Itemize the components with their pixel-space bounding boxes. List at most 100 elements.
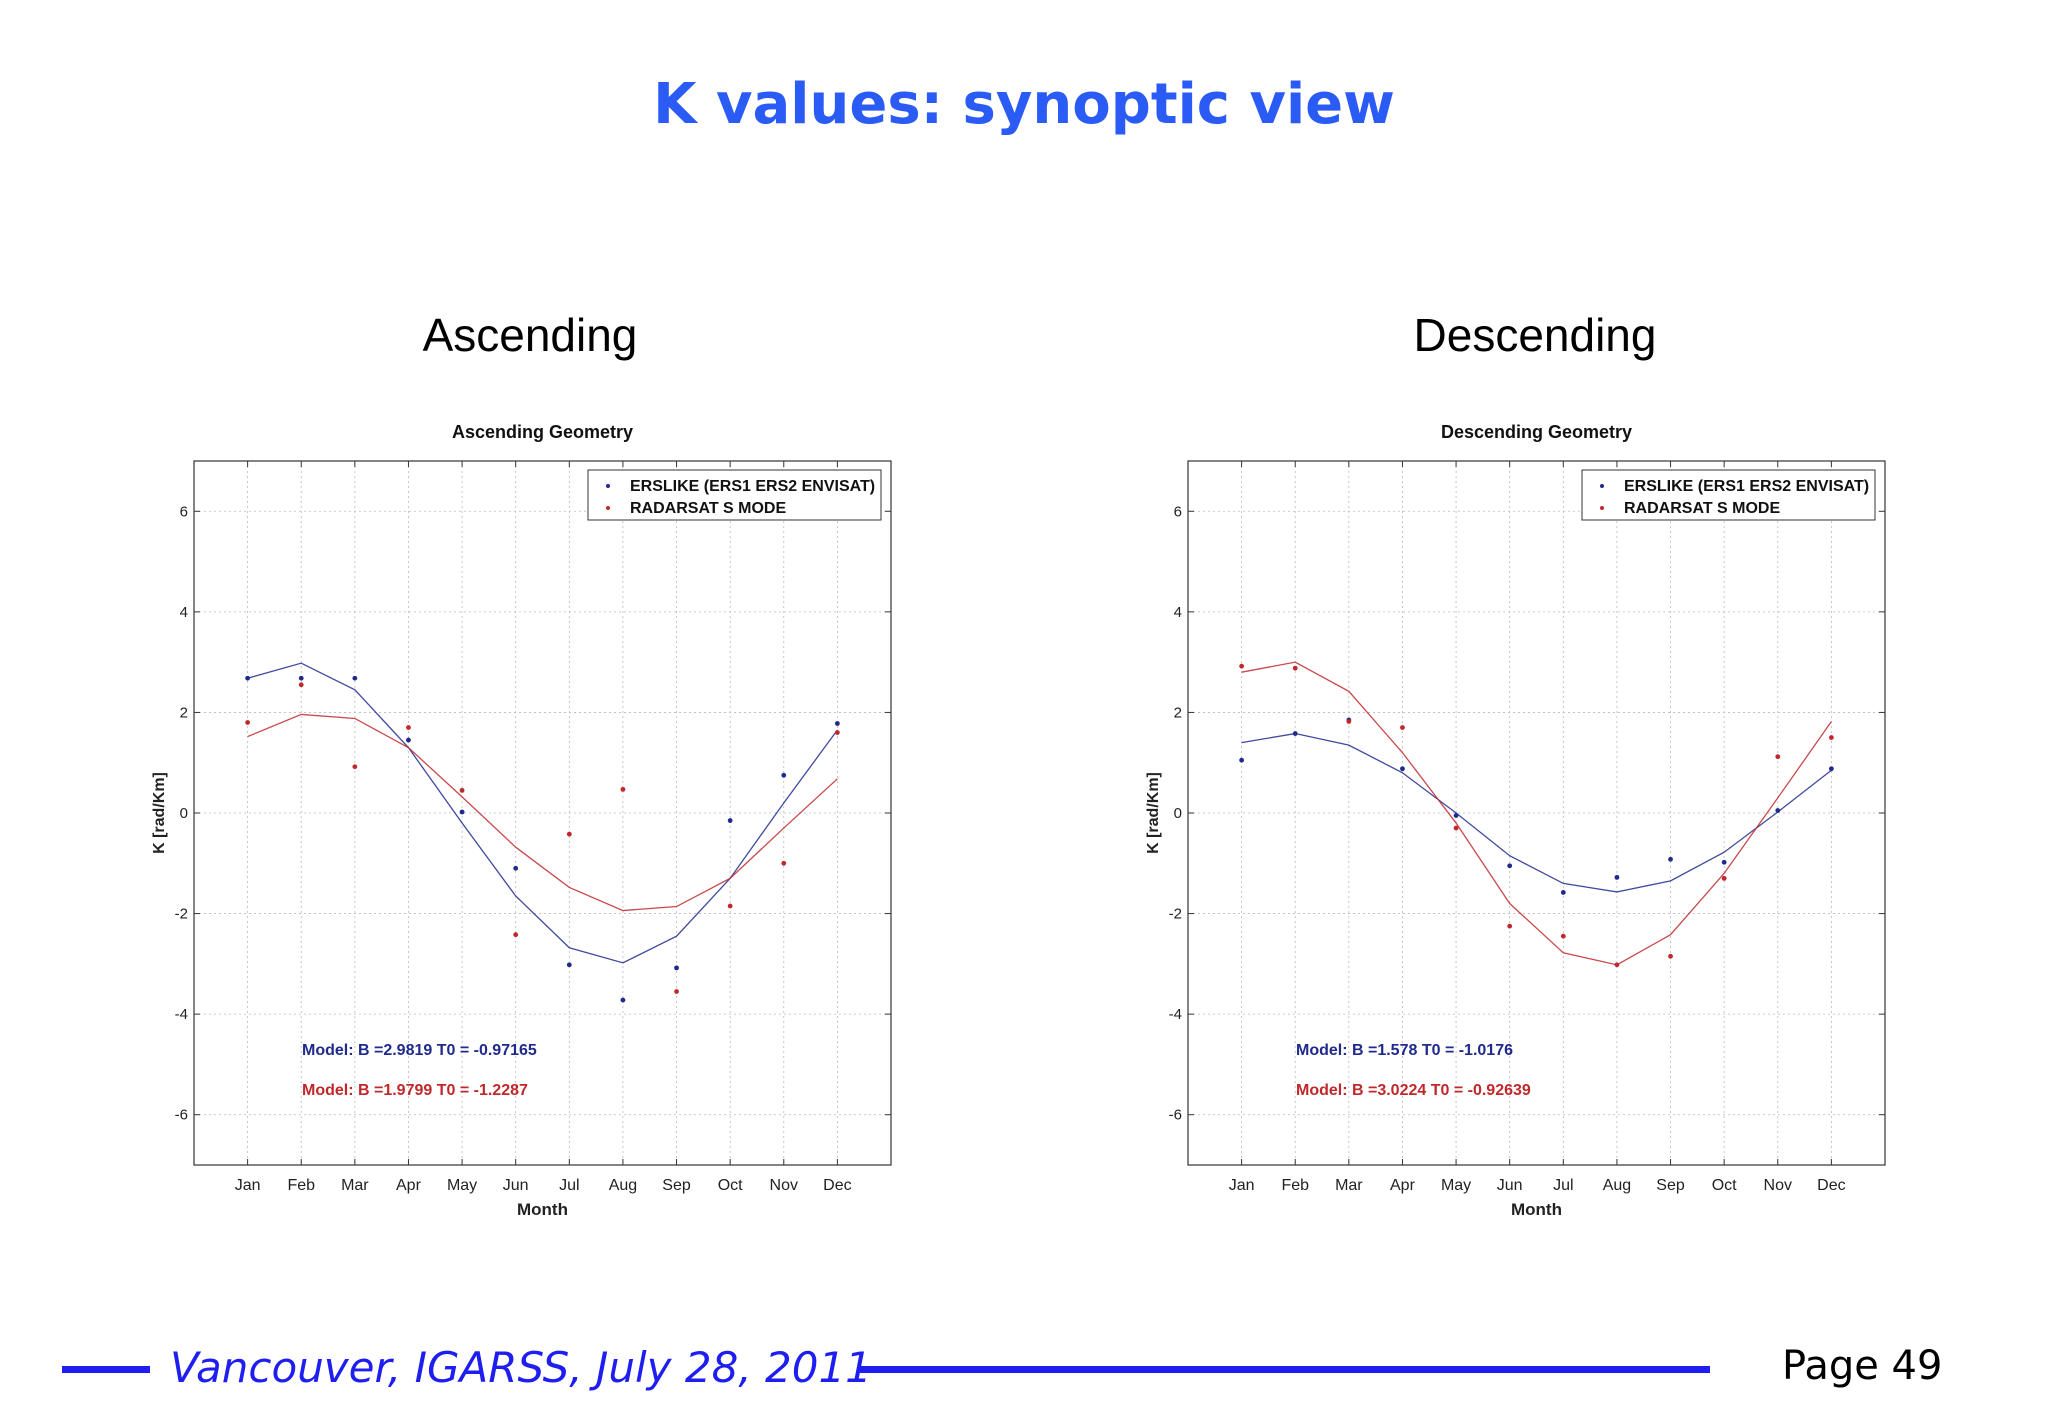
ascending-chart-svg: Ascending Geometry 6 4 2 0 -2 -4 -6 Jan Feb Mar Apr…: [151, 422, 892, 1219]
x-tick-label: Mar: [1335, 1177, 1363, 1194]
x-tick-label: Oct: [718, 1177, 743, 1194]
data-point-series-1: [1507, 863, 1513, 869]
x-tick-label: Feb: [1281, 1177, 1309, 1194]
model-annotation-2: Model: B =1.9799 T0 = -1.2287: [302, 1082, 528, 1099]
data-point-series-2: [1614, 962, 1620, 968]
data-point-series-2: [1828, 735, 1834, 740]
y-tick-label: -2: [175, 906, 188, 923]
y-tick-label: 0: [1174, 805, 1182, 822]
data-point-series-2: [1560, 933, 1566, 939]
data-point-series-2: [834, 730, 840, 735]
chart-title: Descending Geometry: [1441, 422, 1632, 442]
model-line-series-2: [247, 713, 838, 912]
x-tick-label: Aug: [609, 1177, 637, 1194]
x-tick-label: Nov: [1764, 1177, 1792, 1194]
chart-title: Ascending Geometry: [452, 422, 633, 442]
model-annotation-1: Model: B =1.578 T0 = -1.0176: [1296, 1042, 1513, 1059]
page-number: Page 49: [1782, 1343, 1943, 1389]
data-point-series-2: [1507, 923, 1513, 929]
x-axis-label: Month: [517, 1200, 568, 1219]
legend-marker-series-2: [1600, 506, 1604, 510]
ascending-chart: Ascending Geometry 6 4 2 0 -2 -4 -6 Jan Feb Mar Apr…: [118, 405, 928, 1225]
data-point-series-2: [245, 720, 251, 725]
data-point-series-2: [352, 764, 358, 770]
data-point-series-2: [459, 787, 465, 793]
descending-heading: Descending: [1413, 309, 1657, 361]
data-point-series-2: [620, 786, 626, 792]
data-point-series-1: [459, 809, 465, 815]
data-point-series-1: [1614, 874, 1620, 880]
model-annotation-2: Model: B =3.0224 T0 = -0.92639: [1296, 1082, 1531, 1099]
model-annotation-1: Model: B =2.9819 T0 = -0.97165: [302, 1042, 537, 1059]
x-tick-label: Dec: [823, 1177, 851, 1194]
ascending-heading: Ascending: [422, 309, 638, 361]
x-tick-label: May: [447, 1177, 477, 1194]
footer-rule-right: [860, 1366, 1710, 1373]
data-point-series-1: [1775, 808, 1781, 813]
data-point-series-2: [566, 831, 572, 837]
legend-marker-series-1: [606, 484, 610, 488]
data-point-series-2: [298, 682, 304, 688]
x-tick-label: Aug: [1603, 1177, 1631, 1194]
descending-chart: Descending Geometry 6 4 2 0 -2 -4 -6 Jan Feb Mar Ap…: [1112, 405, 1922, 1225]
model-line-series-1: [247, 662, 838, 964]
x-tick-label: Mar: [341, 1177, 369, 1194]
y-tick-label: -4: [175, 1006, 188, 1023]
data-point-series-1: [298, 675, 304, 681]
y-tick-label: -6: [1169, 1107, 1182, 1124]
data-point-series-1: [674, 965, 679, 971]
y-tick-label: -6: [175, 1107, 188, 1124]
data-point-series-1: [566, 962, 572, 968]
y-tick-label: 2: [180, 704, 188, 721]
footer-rule-left: [62, 1366, 150, 1373]
data-point-series-2: [406, 725, 411, 730]
y-axis-label: K [rad/Km]: [1145, 772, 1162, 854]
data-point-series-1: [406, 737, 411, 743]
x-tick-label: Jan: [235, 1177, 261, 1194]
x-tick-label: Apr: [396, 1177, 422, 1194]
data-point-series-1: [513, 865, 519, 871]
data-point-series-2: [674, 989, 679, 994]
y-tick-label: 6: [1174, 503, 1182, 520]
x-tick-label: Jul: [1553, 1177, 1573, 1194]
data-point-series-2: [1400, 725, 1405, 730]
x-tick-label: Apr: [1390, 1177, 1416, 1194]
y-tick-label: -4: [1169, 1006, 1182, 1023]
data-point-series-1: [727, 818, 733, 823]
slide-title: K values: synoptic view: [653, 72, 1395, 137]
y-tick-label: 0: [180, 805, 188, 822]
data-point-series-1: [834, 721, 840, 726]
data-point-series-1: [1721, 859, 1727, 865]
x-tick-label: Jun: [503, 1177, 529, 1194]
data-point-series-2: [1346, 719, 1352, 724]
x-tick-label: Oct: [1712, 1177, 1737, 1194]
data-point-series-2: [1239, 663, 1245, 669]
y-tick-label: 2: [1174, 704, 1182, 721]
x-tick-label: Jul: [559, 1177, 579, 1194]
data-point-series-2: [1292, 665, 1298, 671]
x-tick-label: Nov: [770, 1177, 798, 1194]
data-point-series-2: [513, 932, 519, 938]
legend-label-series-2: RADARSAT S MODE: [630, 500, 786, 517]
data-point-series-2: [1721, 875, 1727, 881]
data-point-series-1: [1560, 890, 1566, 895]
data-point-series-1: [1292, 731, 1298, 736]
legend-label-series-1: ERSLIKE (ERS1 ERS2 ENVISAT): [1624, 478, 1869, 495]
data-point-series-1: [352, 675, 358, 681]
plot-area: [1187, 460, 1886, 1166]
y-tick-label: 4: [180, 604, 188, 621]
model-line-series-2: [1241, 661, 1832, 966]
footer-venue: Vancouver, IGARSS, July 28, 2011: [170, 1343, 872, 1392]
data-point-series-2: [781, 860, 787, 866]
plot-area: [193, 460, 892, 1166]
model-line-series-1: [1241, 732, 1832, 893]
data-point-series-2: [1775, 754, 1781, 760]
descending-chart-svg: Descending Geometry 6 4 2 0 -2 -4 -6 Jan Feb Mar Ap…: [1145, 422, 1886, 1219]
x-tick-label: Jan: [1229, 1177, 1255, 1194]
x-tick-label: Sep: [1656, 1177, 1685, 1194]
data-point-series-2: [1668, 953, 1673, 959]
data-point-series-1: [1828, 766, 1834, 772]
data-point-series-2: [727, 903, 733, 909]
data-point-series-1: [245, 675, 251, 681]
x-axis-label: Month: [1511, 1200, 1562, 1219]
